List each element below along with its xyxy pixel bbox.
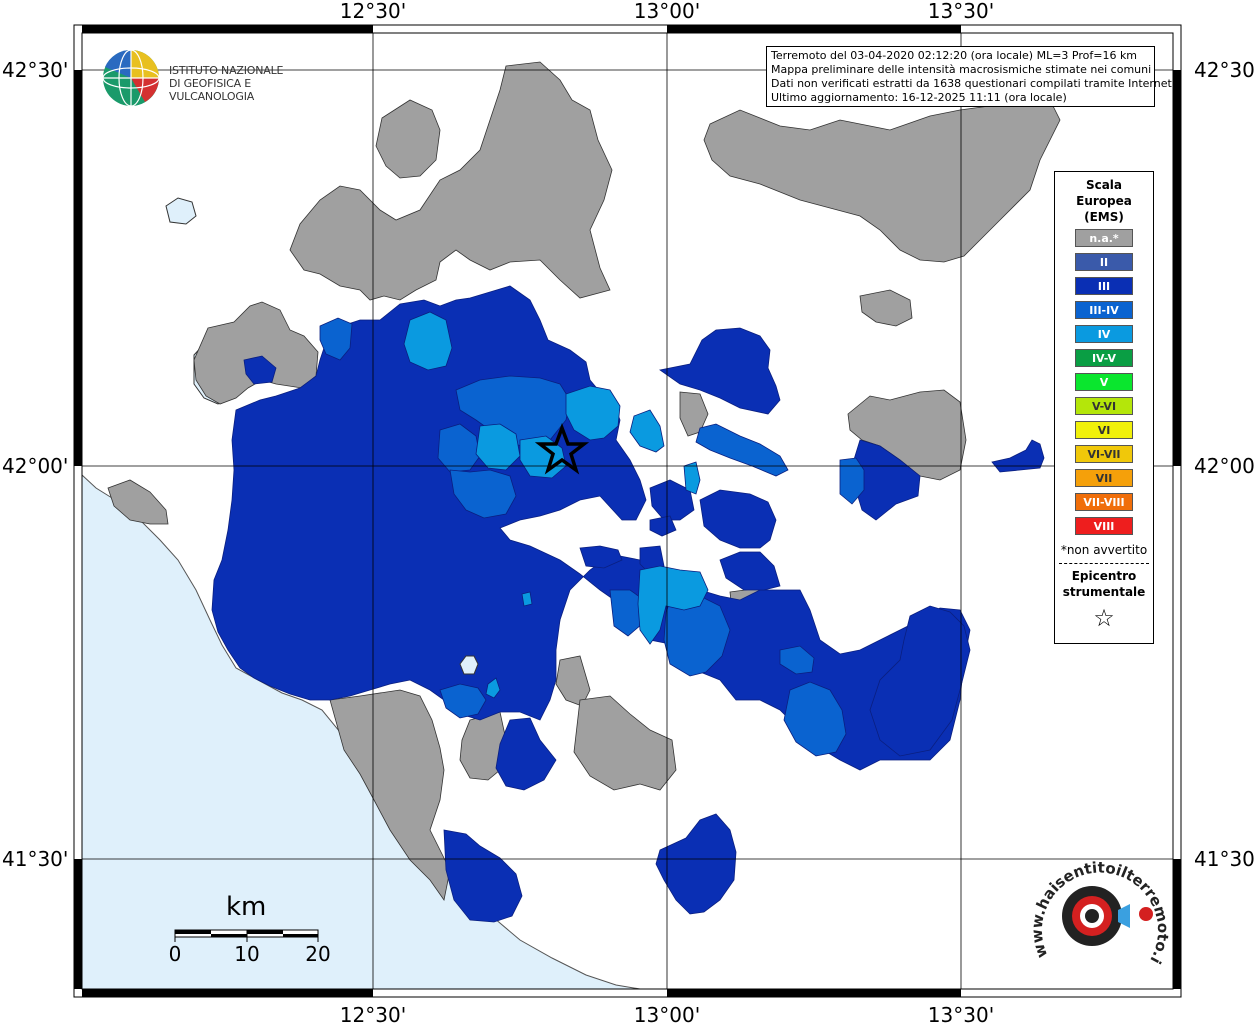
lat-label-right-3: 41°30' xyxy=(1194,847,1256,871)
lake-martignano xyxy=(165,197,197,225)
legend-epicenter-line2: strumentale xyxy=(1062,585,1146,599)
event-info-line4: Ultimo aggiornamento: 16-12-2025 11:11 (… xyxy=(771,91,1067,104)
legend-class-swatch: V-VI xyxy=(1075,397,1133,415)
event-info-line3: Dati non verificati estratti da 1638 que… xyxy=(771,77,1176,90)
intensity-III-regions xyxy=(211,285,1045,923)
ingv-logo: ISTITUTO NAZIONALE DI GEOFISICA E VULCAN… xyxy=(101,47,321,109)
legend-class-swatch: V xyxy=(1075,373,1133,391)
legend-classes: n.a.* II III III-IV IV IV-V V V-VI VI VI-VII VII VI… xyxy=(1055,229,1153,535)
ingv-name-line2: DI GEOFISICA E VULCANOLOGIA xyxy=(169,77,255,103)
legend-class-swatch: III-IV xyxy=(1075,301,1133,319)
legend-note: *non avvertito xyxy=(1060,543,1148,557)
ingv-name-line1: ISTITUTO NAZIONALE xyxy=(169,64,284,77)
event-info-line2: Mappa preliminare delle intensità macros… xyxy=(771,63,1152,76)
lat-label-right-1: 42°30' xyxy=(1194,58,1256,82)
map-frame xyxy=(73,24,1182,998)
legend-class-swatch: II xyxy=(1075,253,1133,271)
legend-separator xyxy=(1059,563,1149,564)
lon-label-bottom-1: 12°30' xyxy=(339,1003,407,1027)
event-info-box: Terremoto del 03-04-2020 02:12:20 (ora l… xyxy=(766,46,1176,107)
graticule xyxy=(82,33,1173,989)
lat-label-left-2: 42°00' xyxy=(2,454,69,478)
lon-label-bottom-2: 13°00' xyxy=(633,1003,701,1027)
lake-albano xyxy=(459,655,479,675)
legend-class-swatch: VI-VII xyxy=(1075,445,1133,463)
scale-tick-0: 0 xyxy=(168,942,182,966)
legend-title-line1: Scala xyxy=(1085,178,1123,192)
legend-class-swatch: VII xyxy=(1075,469,1133,487)
legend-class-swatch: n.a.* xyxy=(1075,229,1133,247)
lat-label-left-1: 42°30' xyxy=(2,58,69,82)
event-info-line1: Terremoto del 03-04-2020 02:12:20 (ora l… xyxy=(771,49,1138,62)
scale-tick-20: 20 xyxy=(305,942,331,966)
scale-bar-graphic xyxy=(174,929,319,942)
scale-bar: km 0 10 20 xyxy=(160,890,340,970)
legend-class-swatch: III xyxy=(1075,277,1133,295)
legend-title-line2: Europea xyxy=(1076,194,1132,208)
haisentito-logo: www.haisentitoilterremoto.it xyxy=(1026,826,1172,980)
lon-label-top-3: 13°30' xyxy=(927,0,995,23)
scale-unit: km xyxy=(226,892,267,922)
lon-label-top-1: 12°30' xyxy=(339,0,407,23)
lat-label-left-3: 41°30' xyxy=(2,847,69,871)
legend-class-swatch: VI xyxy=(1075,421,1133,439)
lon-label-bottom-3: 13°30' xyxy=(927,1003,995,1027)
legend-title: Scala Europea (EMS) xyxy=(1055,177,1153,225)
star-icon: ☆ xyxy=(1093,604,1115,632)
lon-label-top-2: 13°00' xyxy=(633,0,701,23)
intensity-IV-regions xyxy=(403,311,709,699)
intensity-legend: Scala Europea (EMS) n.a.* II III III-IV IV IV… xyxy=(1054,171,1154,644)
haisentito-logo-icon: www.haisentitoilterremoto.it xyxy=(1026,826,1172,967)
globe-icon xyxy=(102,49,160,107)
legend-class-swatch: VII-VIII xyxy=(1075,493,1133,511)
lat-label-right-2: 42°00' xyxy=(1194,454,1256,478)
intensity-III-IV-regions xyxy=(319,317,865,757)
legend-class-swatch: IV xyxy=(1075,325,1133,343)
scale-tick-10: 10 xyxy=(234,942,260,966)
legend-class-swatch: IV-V xyxy=(1075,349,1133,367)
epicenter-star xyxy=(534,423,590,475)
legend-epicenter-line1: Epicentro xyxy=(1071,569,1137,583)
legend-epicenter-label: Epicentro strumentale xyxy=(1055,568,1153,600)
legend-class-swatch: VIII xyxy=(1075,517,1133,535)
legend-title-line3: (EMS) xyxy=(1084,210,1124,224)
